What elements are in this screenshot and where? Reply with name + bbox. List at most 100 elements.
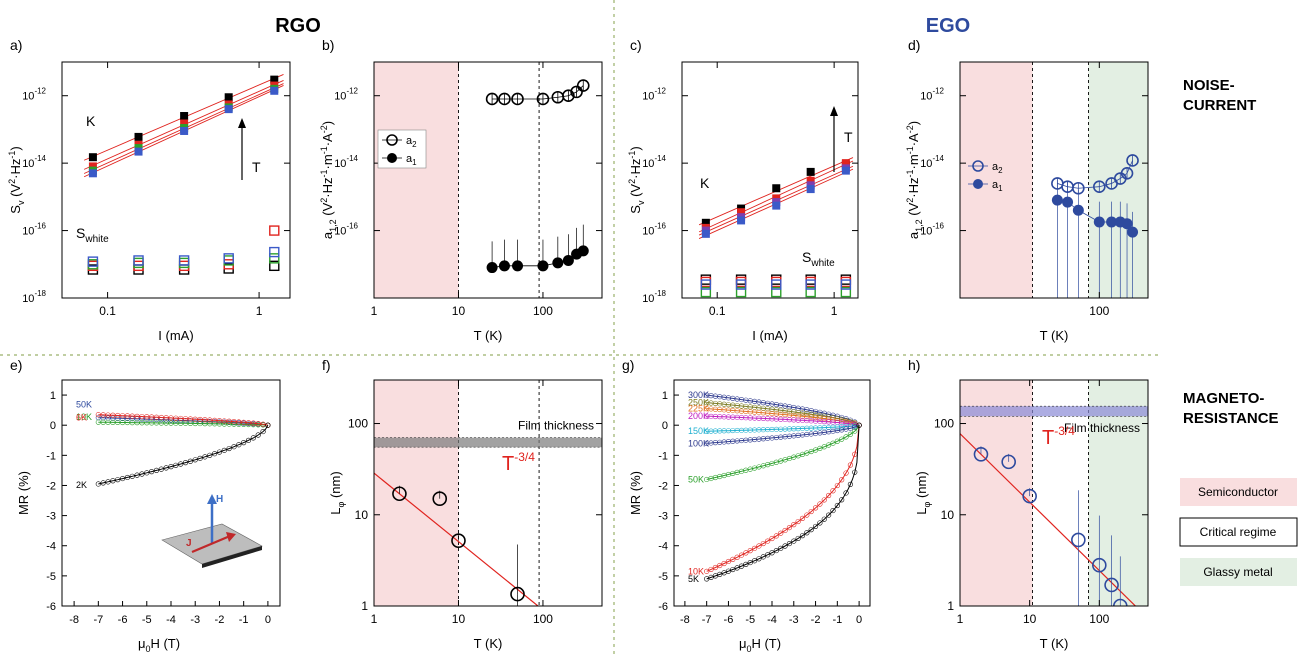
data-point	[701, 218, 710, 227]
data-point	[88, 153, 97, 162]
label-part: L	[914, 507, 929, 514]
data-point	[212, 451, 218, 457]
data-point	[805, 279, 816, 290]
panel-label: h)	[908, 357, 920, 373]
data-point	[536, 92, 550, 106]
data-point	[805, 276, 816, 288]
y-tick-exp: -12	[654, 87, 666, 96]
row-label-noise-2: CURRENT	[1183, 97, 1256, 114]
panel-label: b)	[322, 37, 334, 53]
data-point	[223, 253, 234, 264]
legend-label: a2	[992, 161, 1003, 175]
data-point	[737, 208, 746, 217]
data-point	[202, 454, 208, 460]
data-point	[791, 522, 797, 528]
y-axis-label: Lφ (nm)	[914, 471, 932, 514]
x-axis-label: T (K)	[1040, 636, 1069, 651]
x-tick-label: -4	[166, 614, 176, 626]
y-tick-label: 10	[941, 508, 955, 522]
label-part: 2	[905, 198, 915, 203]
y-tick-exp: -12	[34, 87, 46, 96]
data-point	[840, 279, 852, 290]
series-label: 250K	[688, 398, 709, 408]
data-point	[207, 452, 213, 458]
label-part: H (T)	[150, 636, 180, 651]
y-tick-exp: -14	[346, 154, 358, 163]
data-point	[269, 246, 280, 258]
data-point	[269, 260, 280, 272]
label-part: -1	[905, 169, 915, 177]
x-tick-label: -4	[767, 614, 777, 626]
data-point	[721, 570, 727, 576]
fit-label: T-3/4	[1042, 424, 1075, 449]
data-point	[840, 286, 852, 298]
x-tick-label: -7	[93, 614, 103, 626]
data-point	[134, 132, 143, 141]
series-label: 10K	[76, 412, 92, 422]
data-point	[738, 563, 745, 569]
data-point	[511, 92, 524, 106]
legend-box	[377, 129, 427, 169]
regime-swatch	[1180, 558, 1297, 586]
x-tick-label: 1	[256, 304, 263, 318]
data-point	[852, 428, 858, 434]
label-part: φ	[922, 501, 932, 507]
data-point	[570, 85, 583, 99]
label-part: -1	[319, 169, 329, 177]
x-axis-label: μ0H (T)	[138, 636, 180, 654]
data-point	[149, 469, 155, 475]
data-point	[782, 543, 788, 549]
current-arrow	[191, 534, 231, 554]
data-point	[124, 474, 130, 481]
y-tick-label: -4	[46, 541, 56, 553]
label-part: )	[906, 121, 921, 125]
label-part: -1	[7, 151, 17, 159]
data-point	[88, 169, 97, 178]
label-part: )	[320, 121, 335, 125]
data-point	[512, 260, 524, 272]
y-tick-label: 1	[361, 599, 368, 613]
series-line	[1057, 160, 1133, 189]
data-point	[747, 548, 753, 554]
label-part: 1,2	[328, 219, 338, 232]
panel-c: c) 10-18 10-16 10-14 10-12 0.1 1 I (mA) Sv (V2·H…	[627, 37, 859, 343]
y-tick-exp: -12	[932, 87, 944, 96]
data-point	[139, 471, 145, 477]
plot-area	[485, 79, 590, 274]
plot-area	[374, 472, 539, 606]
data-point	[129, 473, 135, 479]
label-part: 2	[319, 198, 329, 203]
data-point	[772, 184, 781, 193]
data-point	[269, 225, 280, 236]
data-point	[843, 490, 849, 496]
x-tick-label: 1	[831, 304, 838, 318]
label-part: ·Hz	[628, 159, 643, 179]
fit-exponent: -3/4	[514, 450, 535, 464]
plot-frame	[61, 61, 291, 299]
label-part: MR (%)	[16, 471, 31, 515]
y-tick-label: 10-14	[920, 154, 944, 170]
data-point	[735, 279, 747, 290]
data-point	[830, 488, 836, 494]
arrow-head	[830, 106, 838, 116]
data-point	[88, 162, 97, 171]
sub: white	[84, 234, 109, 245]
y-tick-label: 100	[934, 417, 954, 431]
x-tick-label: 0	[265, 614, 271, 626]
y-tick-label: -4	[658, 541, 668, 553]
data-point	[808, 508, 814, 515]
x-tick-label: 100	[1089, 304, 1109, 318]
data-point	[817, 501, 823, 507]
x-tick-label: 1	[957, 612, 964, 626]
data-point	[743, 550, 749, 556]
regime-swatch	[1180, 478, 1297, 506]
data-point	[735, 286, 747, 298]
regime-band	[960, 62, 1033, 298]
y-tick-label: 1	[947, 599, 954, 613]
data-point	[701, 229, 710, 238]
data-point	[119, 475, 126, 482]
y-tick-exp: -14	[34, 154, 46, 163]
y-tick-label: 10-12	[334, 87, 358, 103]
x-tick-label: -2	[215, 614, 225, 626]
data-point	[182, 460, 189, 466]
